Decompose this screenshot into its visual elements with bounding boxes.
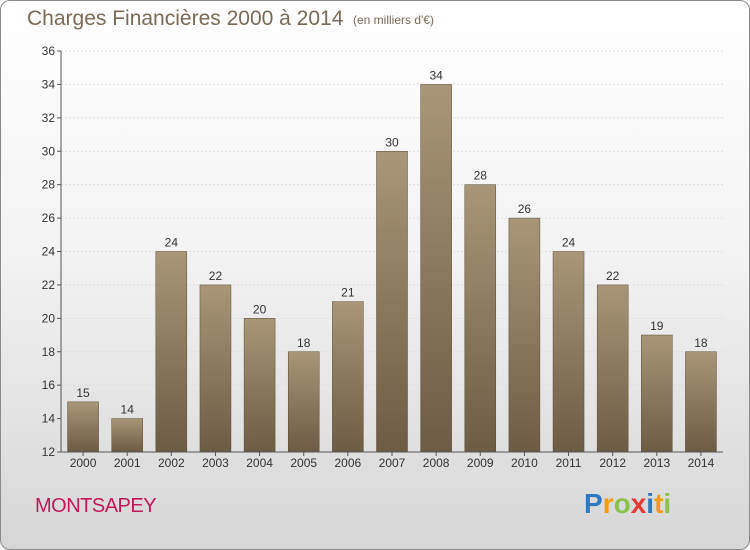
data-label: 26: [518, 202, 532, 216]
bar: [552, 251, 585, 453]
bar: [641, 334, 673, 453]
bar: [464, 184, 497, 453]
data-label: 22: [209, 269, 223, 283]
y-tick-label: 36: [42, 44, 56, 58]
data-label: 18: [694, 336, 708, 350]
data-label: 30: [385, 135, 399, 149]
bar: [199, 284, 232, 453]
brand-logo: Proxiti: [584, 488, 671, 520]
data-label: 19: [650, 319, 664, 333]
bar: [420, 84, 452, 453]
bar: [596, 284, 629, 453]
data-label: 24: [165, 236, 179, 250]
y-tick-label: 26: [42, 211, 56, 225]
y-tick-label: 18: [42, 345, 56, 359]
x-tick-label: 2006: [335, 456, 362, 470]
x-tick-label: 2002: [158, 456, 185, 470]
bar: [685, 351, 717, 453]
x-tick-label: 2001: [114, 456, 141, 470]
x-tick-label: 2000: [70, 456, 97, 470]
x-tick-label: 2005: [290, 456, 317, 470]
bar: [155, 251, 188, 453]
y-tick-label: 14: [42, 412, 56, 426]
town-name: MONTSAPEY: [35, 495, 157, 517]
y-tick-label: 22: [42, 278, 56, 292]
x-axis: 2000 2001 2002 2003 2004 2005 2006 2007 2008 2009…: [61, 451, 723, 470]
x-tick-label: 2012: [599, 456, 626, 470]
x-tick-label: 2010: [511, 456, 538, 470]
data-label: 14: [121, 403, 135, 417]
x-tick-label: 2013: [643, 456, 670, 470]
bar: [287, 351, 320, 453]
data-label: 18: [297, 336, 311, 350]
bar: [67, 401, 99, 453]
x-tick-label: 2011: [556, 456, 582, 470]
brand-letter: r: [602, 488, 614, 519]
x-tick-label: 2004: [246, 456, 273, 470]
data-label: 28: [474, 169, 488, 183]
y-tick-label: 24: [42, 245, 56, 259]
brand-letter: P: [584, 488, 603, 519]
brand-letter: x: [630, 488, 647, 519]
x-tick-label: 2009: [467, 456, 494, 470]
y-tick-label: 32: [42, 111, 56, 125]
x-tick-label: 2003: [202, 456, 229, 470]
bar: [508, 217, 541, 453]
data-label: 34: [429, 68, 443, 82]
data-label: 22: [606, 269, 620, 283]
y-tick-label: 16: [42, 378, 56, 392]
y-tick-label: 30: [42, 144, 56, 158]
y-tick-label: 28: [42, 178, 56, 192]
x-tick-label: 2007: [379, 456, 406, 470]
data-label: 24: [562, 236, 576, 250]
bar: [243, 318, 276, 453]
data-label: 20: [253, 302, 267, 316]
y-tick-label: 20: [42, 311, 56, 325]
y-tick-label: 12: [42, 445, 56, 459]
bars: 15 14 24 22 20 18 21 30 34 28 26 24 22 19 18: [67, 68, 717, 453]
chart-subtitle: (en milliers d'€): [353, 13, 434, 27]
chart-title: Charges Financières 2000 à 2014: [27, 7, 344, 30]
brand-letter: i: [663, 488, 672, 519]
brand-letter: t: [654, 488, 664, 519]
bar: [111, 418, 143, 453]
data-label: 15: [76, 386, 90, 400]
bar: [332, 301, 364, 453]
brand-letter: o: [613, 488, 631, 519]
data-label: 21: [341, 286, 355, 300]
brand-letter: i: [646, 488, 655, 519]
x-tick-label: 2014: [688, 456, 715, 470]
bar: [376, 151, 408, 453]
y-axis: 12 14 16 18 20 22 24 26 28 30 32 34 36: [42, 44, 62, 459]
x-tick-label: 2008: [423, 456, 450, 470]
y-tick-label: 34: [42, 77, 56, 91]
